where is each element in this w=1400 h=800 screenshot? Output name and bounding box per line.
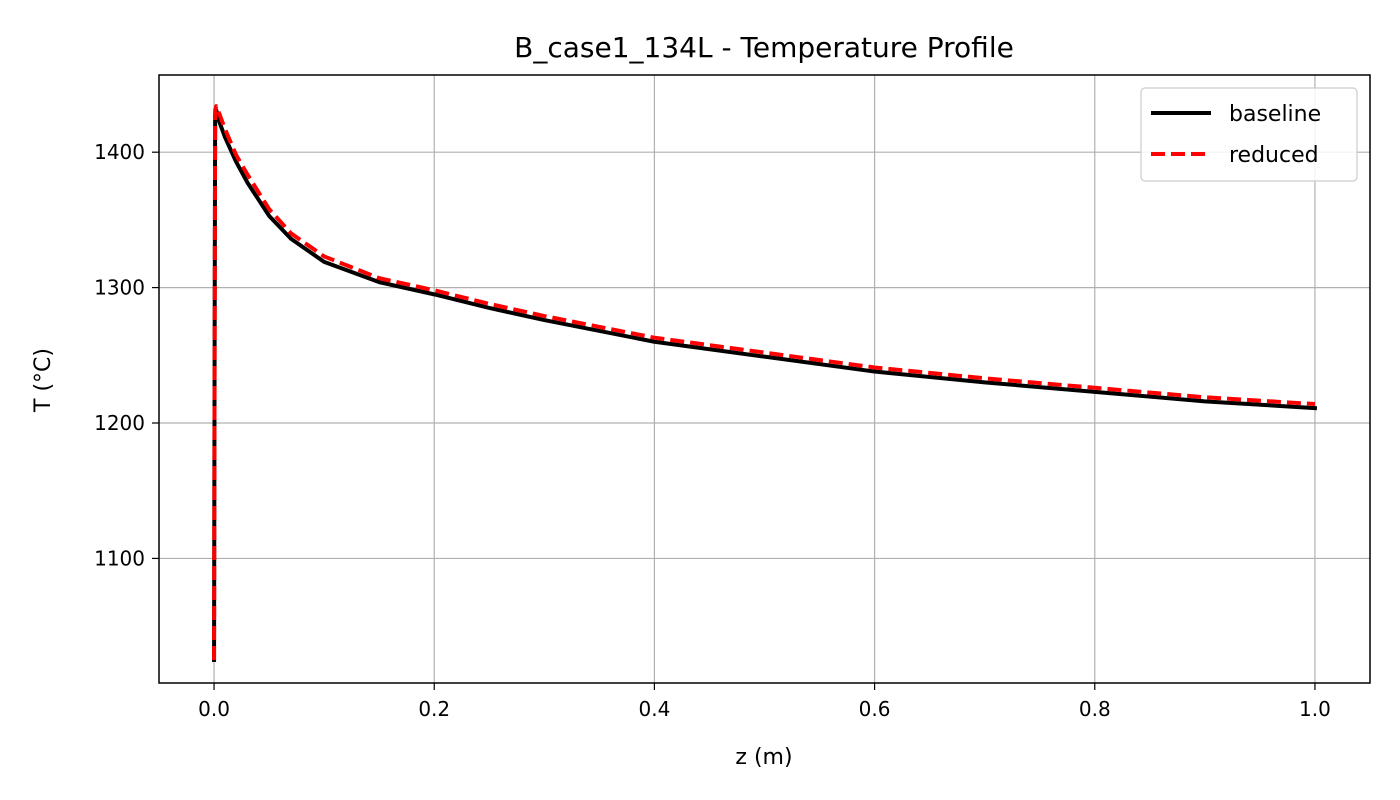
x-axis-ticks: 0.0 0.2 0.4 0.6 0.8 1.0 [198,683,1331,721]
x-tick-label: 0.4 [639,697,671,721]
legend-label-0: baseline [1229,102,1321,127]
y-axis-label: T (°C) [31,348,56,413]
x-tick-label: 1.0 [1299,697,1331,721]
chart-title: B_case1_134L - Temperature Profile [514,31,1014,64]
plot-frame [158,74,1371,684]
y-tick-label: 1300 [94,276,145,300]
series-line-1 [212,104,1316,660]
series-lines [212,104,1318,662]
y-tick-label: 1200 [94,411,145,435]
series-line-0 [212,108,1318,662]
x-tick-label: 0.2 [418,697,450,721]
y-tick-label: 1100 [94,546,145,570]
x-tick-label: 0.6 [859,697,891,721]
legend-label-1: reduced [1229,143,1319,168]
x-tick-label: 0.8 [1079,697,1111,721]
y-tick-label: 1400 [94,140,145,164]
x-tick-label: 0.0 [198,697,230,721]
y-axis-ticks: 1100 1200 1300 1400 [94,140,159,570]
legend: baseline reduced [1140,87,1358,182]
x-axis-label: z (m) [735,745,792,770]
